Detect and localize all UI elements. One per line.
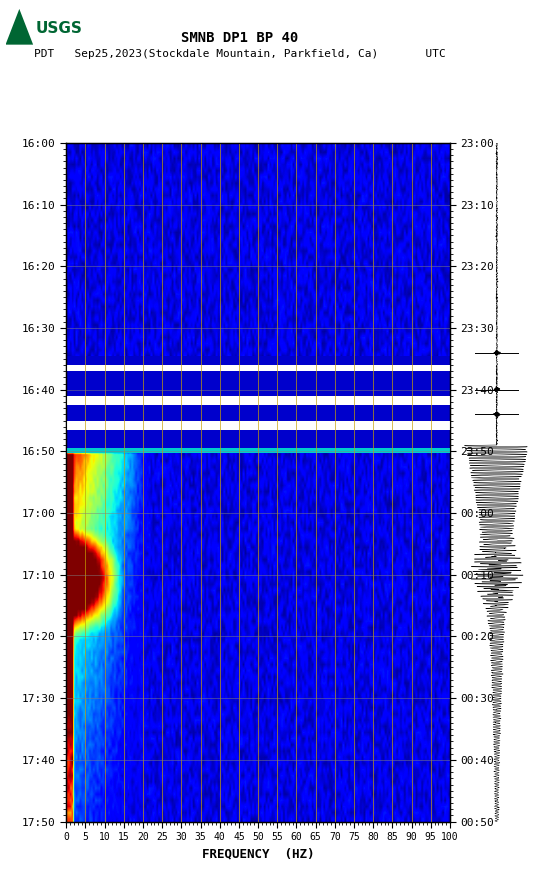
Bar [66,421,450,430]
Bar [66,365,450,371]
Text: PDT   Sep25,2023(Stockdale Mountain, Parkfield, Ca)       UTC: PDT Sep25,2023(Stockdale Mountain, Parkf… [34,48,446,59]
Bar [66,355,450,365]
X-axis label: FREQUENCY  (HZ): FREQUENCY (HZ) [202,847,314,861]
Text: USGS: USGS [36,21,83,36]
Bar [66,396,450,405]
Bar [66,405,450,421]
Bar [66,371,450,396]
Polygon shape [6,9,33,45]
Bar [66,430,450,448]
Bar [66,448,450,453]
Text: SMNB DP1 BP 40: SMNB DP1 BP 40 [182,31,299,46]
